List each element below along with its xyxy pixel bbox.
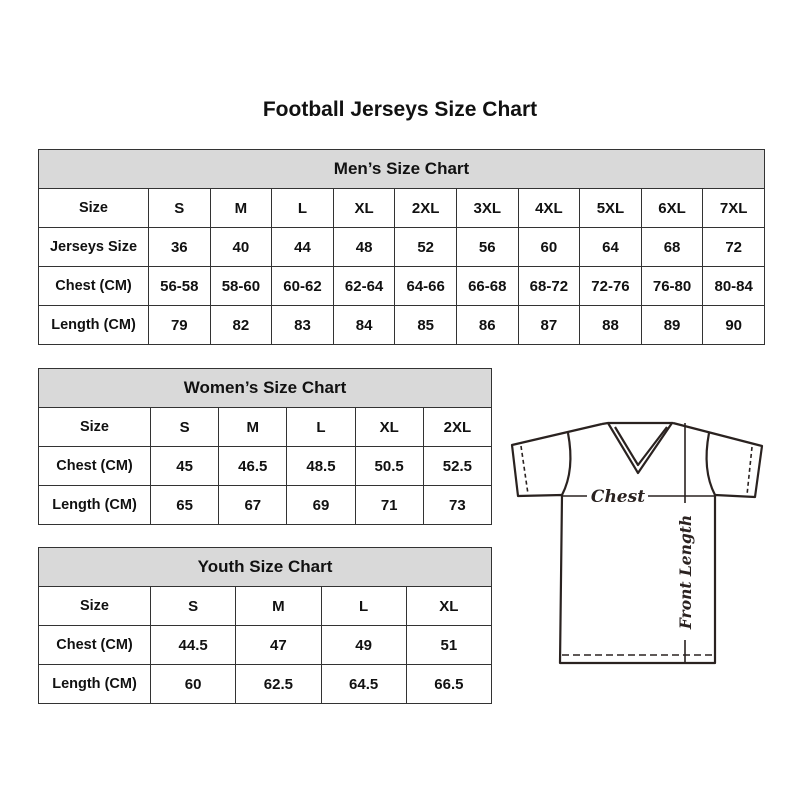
table-cell: 73	[422, 485, 493, 525]
table-cell: L	[286, 407, 356, 447]
table-cell: 62.5	[235, 664, 322, 704]
chest-label: Chest	[591, 487, 645, 507]
row-label: Jerseys Size	[38, 227, 149, 267]
collar-inner	[614, 426, 668, 467]
page-title: Football Jerseys Size Chart	[262, 98, 538, 121]
table-cell: 47	[235, 625, 322, 665]
collar-outer	[601, 421, 674, 475]
table-row: Length (CM) 65 67 69 71 73	[38, 485, 493, 525]
table-cell: 2XL	[422, 407, 493, 447]
table-cell: 87	[517, 305, 581, 345]
table-row: Chest (CM) 45 46.5 48.5 50.5 52.5	[38, 446, 493, 486]
table-cell: 69	[286, 485, 356, 525]
table-cell: XL	[332, 188, 396, 228]
table-cell: 90	[702, 305, 765, 345]
row-label: Size	[38, 188, 149, 228]
left-cuff-dash	[520, 445, 529, 495]
table-cell: 72-76	[579, 266, 642, 306]
table-row: Chest (CM) 44.5 47 49 51	[38, 625, 493, 665]
right-cuff-dash	[746, 446, 753, 496]
table-cell: 40	[209, 227, 273, 267]
row-label: Length (CM)	[38, 485, 151, 525]
table-cell: 56-58	[148, 266, 211, 306]
women-table-title: Women’s Size Chart	[38, 368, 492, 408]
table-cell: 51	[405, 625, 493, 665]
table-cell: 68	[640, 227, 704, 267]
jersey-outline	[510, 421, 764, 665]
table-cell: 5XL	[579, 188, 642, 228]
table-cell: 45	[149, 446, 220, 486]
table-cell: 60	[149, 664, 237, 704]
table-cell: 36	[148, 227, 211, 267]
table-cell: 88	[579, 305, 642, 345]
table-cell: 84	[332, 305, 396, 345]
table-cell: 66-68	[455, 266, 519, 306]
table-cell: 80-84	[702, 266, 765, 306]
men-table-title: Men’s Size Chart	[38, 149, 765, 189]
right-sleeve-seam	[705, 432, 716, 496]
table-cell: 7XL	[702, 188, 765, 228]
table-cell: 50.5	[354, 446, 424, 486]
table-cell: S	[149, 586, 237, 626]
table-row: Size S M L XL 2XL	[38, 407, 493, 447]
table-row: Length (CM) 79 82 83 84 85 86 87 88 89 90	[38, 305, 765, 345]
table-cell: 76-80	[640, 266, 704, 306]
table-cell: 6XL	[640, 188, 704, 228]
womens-size-table: Women’s Size Chart Size S M L XL 2XL Chest (CM)…	[38, 368, 493, 525]
table-cell: L	[320, 586, 407, 626]
left-sleeve-seam	[561, 432, 572, 496]
table-cell: 71	[354, 485, 424, 525]
table-row: Size S M L XL	[38, 586, 493, 626]
front-length-label: Front Length	[676, 515, 695, 630]
mens-size-table: Men’s Size Chart Size S M L XL 2XL 3XL 4XL 5XL 6XL…	[38, 149, 765, 345]
table-cell: 66.5	[405, 664, 493, 704]
table-cell: 48.5	[286, 446, 356, 486]
table-cell: L	[271, 188, 334, 228]
table-cell: 64.5	[320, 664, 407, 704]
table-cell: 49	[320, 625, 407, 665]
table-cell: 67	[218, 485, 288, 525]
table-cell: 65	[149, 485, 220, 525]
table-cell: 48	[332, 227, 396, 267]
youth-size-table: Youth Size Chart Size S M L XL Chest (CM) 44.5 4…	[38, 547, 493, 704]
table-cell: 62-64	[332, 266, 396, 306]
table-row: Length (CM) 60 62.5 64.5 66.5	[38, 664, 493, 704]
row-label: Size	[38, 586, 151, 626]
table-cell: 82	[209, 305, 273, 345]
row-label: Chest (CM)	[38, 625, 151, 665]
youth-table-title: Youth Size Chart	[38, 547, 492, 587]
row-label: Chest (CM)	[38, 446, 151, 486]
table-cell: 85	[394, 305, 457, 345]
table-cell: 79	[148, 305, 211, 345]
table-row: Jerseys Size 36 40 44 48 52 56 60 64 68 72	[38, 227, 765, 267]
table-cell: 68-72	[517, 266, 581, 306]
table-cell: 60-62	[271, 266, 334, 306]
table-cell: XL	[354, 407, 424, 447]
table-cell: 44	[271, 227, 334, 267]
table-cell: 60	[517, 227, 581, 267]
table-cell: 52.5	[422, 446, 493, 486]
table-cell: S	[149, 407, 220, 447]
table-cell: 44.5	[149, 625, 237, 665]
table-cell: 86	[455, 305, 519, 345]
table-cell: M	[218, 407, 288, 447]
table-row: Size S M L XL 2XL 3XL 4XL 5XL 6XL 7XL	[38, 188, 765, 228]
table-cell: M	[235, 586, 322, 626]
row-label: Length (CM)	[38, 305, 149, 345]
row-label: Size	[38, 407, 151, 447]
